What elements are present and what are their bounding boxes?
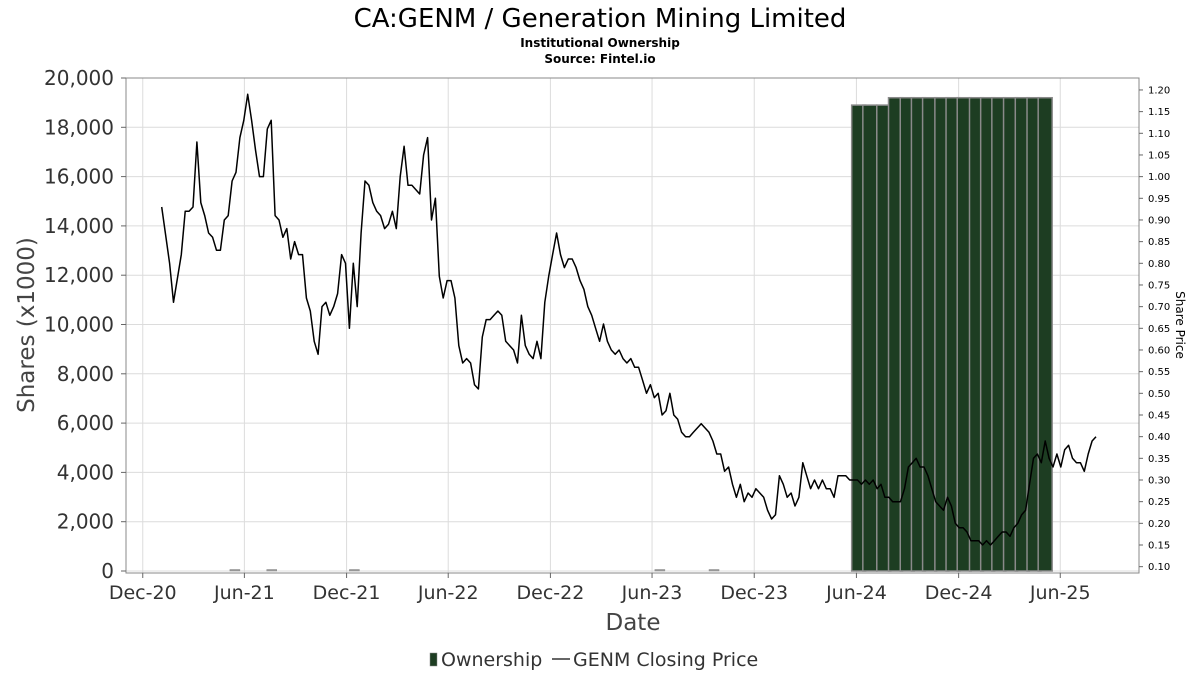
x-tick-label: Jun-24: [825, 582, 887, 604]
right-tick-label: 0.45: [1148, 410, 1170, 421]
right-axis-ticks: 0.10 0.15 0.20 0.25 0.30 0.35 0.40 0.45 0.50 0.55…: [1139, 85, 1170, 573]
right-tick-label: 0.60: [1148, 345, 1170, 356]
price-series-line: [160, 93, 1097, 546]
right-tick-label: 0.15: [1148, 540, 1170, 551]
y-axis-label-left: Shares (x1000): [14, 237, 40, 413]
ownership-bar: [1037, 96, 1053, 572]
ownership-bar: [349, 569, 360, 572]
x-tick-label: Jun-23: [621, 582, 683, 604]
chart-subtitle-2: Source: Fintel.io: [544, 52, 655, 66]
ownership-bar: [654, 569, 666, 572]
left-tick-label: 20,000: [44, 66, 114, 90]
x-tick-label: Dec-20: [109, 582, 177, 604]
left-tick-label: 10,000: [44, 313, 114, 337]
right-tick-label: 1.20: [1148, 85, 1170, 96]
ownership-bar: [229, 569, 241, 572]
x-axis-label: Date: [606, 610, 661, 636]
right-tick-label: 0.70: [1148, 302, 1170, 313]
x-tick-label: Jun-21: [213, 582, 275, 604]
x-tick-label: Jun-22: [417, 582, 479, 604]
left-tick-label: 0: [101, 559, 114, 583]
right-tick-label: 0.55: [1148, 367, 1170, 378]
right-tick-label: 1.15: [1148, 107, 1170, 118]
left-tick-label: 2,000: [57, 510, 114, 534]
right-tick-label: 0.30: [1148, 475, 1170, 486]
plot-frame: [125, 77, 1140, 574]
left-tick-label: 18,000: [44, 115, 114, 139]
left-tick-label: 4,000: [57, 460, 114, 484]
right-tick-label: 0.80: [1148, 259, 1170, 270]
x-tick-label: Jun-25: [1029, 582, 1091, 604]
ownership-bars: [229, 96, 1053, 572]
x-axis-ticks: Dec-20 Jun-21 Dec-21 Jun-22 Dec-22 Jun-23 Dec-…: [109, 573, 1091, 604]
legend-swatch-ownership: [429, 652, 438, 667]
x-tick-label: Dec-22: [517, 582, 585, 604]
x-tick-label: Dec-21: [313, 582, 381, 604]
legend: Ownership GENM Closing Price: [429, 649, 758, 671]
right-tick-label: 1.00: [1148, 172, 1170, 183]
right-tick-label: 0.95: [1148, 194, 1170, 205]
right-tick-label: 0.20: [1148, 519, 1170, 530]
right-tick-label: 0.85: [1148, 237, 1170, 248]
right-tick-label: 1.10: [1148, 129, 1170, 140]
left-tick-label: 6,000: [57, 411, 114, 435]
x-tick-label: Dec-23: [720, 582, 788, 604]
right-tick-label: 0.90: [1148, 215, 1170, 226]
y-axis-label-right: Share Price: [1173, 291, 1187, 359]
right-tick-label: 0.10: [1148, 562, 1170, 573]
left-tick-label: 12,000: [44, 263, 114, 287]
right-tick-label: 0.65: [1148, 324, 1170, 335]
right-tick-label: 0.50: [1148, 389, 1170, 400]
ownership-bar: [708, 569, 720, 572]
ownership-bar: [862, 104, 878, 572]
right-tick-label: 0.25: [1148, 497, 1170, 508]
right-tick-label: 1.05: [1148, 150, 1170, 161]
right-tick-label: 0.35: [1148, 454, 1170, 465]
ownership-bar: [266, 569, 278, 572]
left-axis-ticks: 0 2,000 4,000 6,000 8,000 10,000 12,000 14,000 1…: [44, 66, 126, 583]
right-tick-label: 0.75: [1148, 280, 1170, 291]
legend-label-price: GENM Closing Price: [573, 649, 758, 671]
x-tick-label: Dec-24: [925, 582, 993, 604]
left-tick-label: 16,000: [44, 165, 114, 189]
left-tick-label: 14,000: [44, 214, 114, 238]
legend-label-ownership: Ownership: [441, 649, 542, 671]
chart-subtitle-1: Institutional Ownership: [520, 36, 680, 50]
left-tick-label: 8,000: [57, 362, 114, 386]
right-tick-label: 0.40: [1148, 432, 1170, 443]
chart-title: CA:GENM / Generation Mining Limited: [354, 4, 847, 34]
